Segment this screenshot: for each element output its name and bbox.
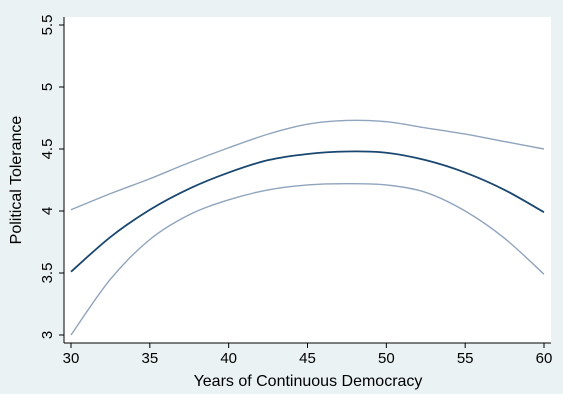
x-tick-label: 50 xyxy=(378,350,395,367)
y-axis-label: Political Tolerance xyxy=(8,116,25,245)
x-tick-label: 30 xyxy=(63,350,80,367)
y-tick-label: 4.5 xyxy=(39,139,56,160)
y-tick-label: 5.5 xyxy=(39,15,56,36)
series-layer xyxy=(70,119,545,336)
fitted-line xyxy=(70,150,545,273)
x-tick-label: 35 xyxy=(141,350,158,367)
x-tick-label: 60 xyxy=(536,350,553,367)
x-axis-ticks: 30 35 40 45 50 55 60 xyxy=(63,343,553,367)
x-tick-label: 40 xyxy=(220,350,237,367)
y-tick-label: 3 xyxy=(39,331,56,339)
x-tick-label: 45 xyxy=(299,350,316,367)
x-axis-label: Years of Continuous Democracy xyxy=(194,373,423,390)
plot-area xyxy=(64,17,551,343)
lower-confidence-line xyxy=(70,183,545,336)
y-axis-ticks: 3 3.5 4 4.5 5 5.5 xyxy=(39,15,64,339)
y-tick-label: 5 xyxy=(39,83,56,91)
y-tick-label: 4 xyxy=(39,207,56,215)
upper-confidence-line xyxy=(70,119,545,211)
x-tick-label: 55 xyxy=(457,350,474,367)
y-tick-label: 3.5 xyxy=(39,263,56,284)
